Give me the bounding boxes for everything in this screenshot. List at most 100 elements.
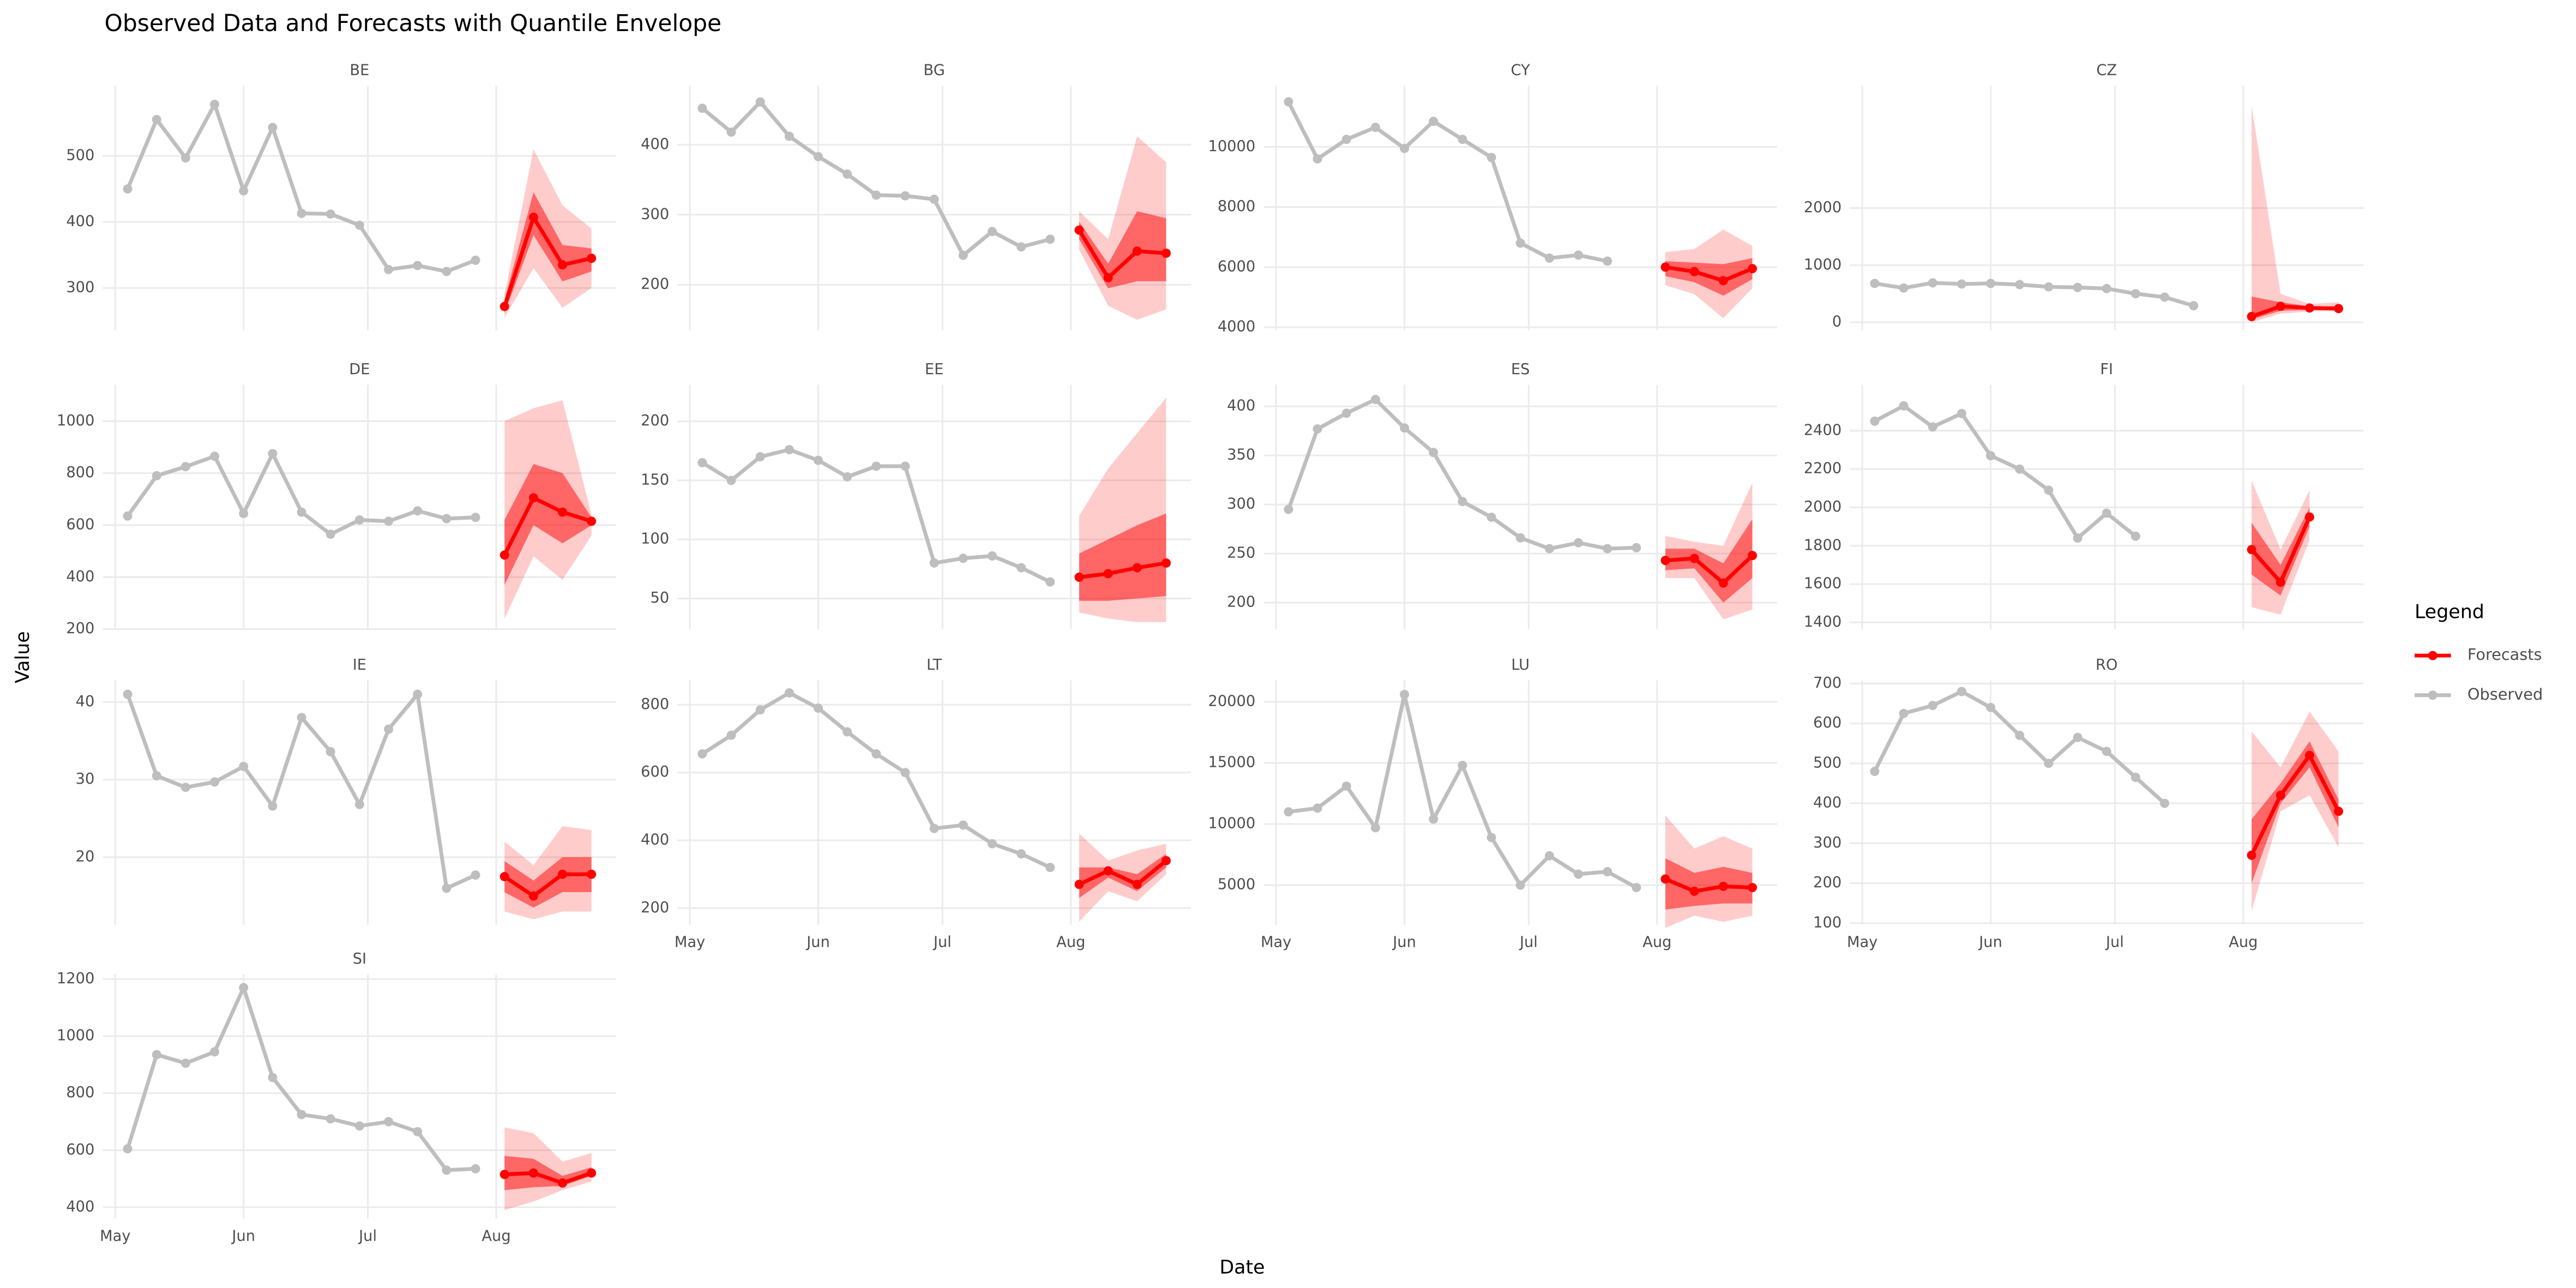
forecast-line <box>1078 859 1167 887</box>
forecast-point <box>2334 806 2344 816</box>
inner-envelope <box>1665 519 1753 603</box>
observed-point <box>900 768 910 778</box>
y-tick-label: 400 <box>66 568 94 585</box>
observed-point <box>1957 408 1966 418</box>
inner-envelope <box>504 192 592 314</box>
y-tick-label: 800 <box>66 464 94 481</box>
observed-point <box>1870 416 1880 426</box>
y-axis-label: Value <box>12 631 34 683</box>
y-tick-label: 600 <box>641 763 669 780</box>
y-tick-label: 1400 <box>1804 613 1841 630</box>
forecast-point <box>1132 880 1142 889</box>
forecast-line <box>504 1171 592 1185</box>
observed-point <box>2044 485 2054 495</box>
forecast-point <box>1718 578 1728 588</box>
observed-point <box>2015 280 2025 290</box>
y-tick-label: 300 <box>641 206 669 222</box>
inner-envelope <box>504 464 592 585</box>
observed-point <box>814 455 823 465</box>
forecast-point <box>1660 874 1670 884</box>
observed-point <box>268 801 278 811</box>
observed-point <box>1899 283 1909 293</box>
panel-title: CZ <box>2096 62 2117 79</box>
legend-label: Forecasts <box>2467 645 2542 664</box>
observed-point <box>958 820 968 830</box>
observed-point <box>1574 250 1584 260</box>
y-tick-label: 350 <box>1227 447 1255 464</box>
y-tick-label: 300 <box>66 279 94 296</box>
y-tick-label: 8000 <box>1218 198 1255 215</box>
observed-point <box>1429 814 1439 824</box>
observed-point <box>784 445 794 455</box>
observed-point <box>210 452 220 461</box>
observed-point <box>180 783 190 792</box>
observed-point <box>755 97 765 107</box>
observed-point <box>1899 708 1909 718</box>
observed-point <box>210 1047 220 1057</box>
forecast-line <box>503 496 592 556</box>
observed-line <box>701 100 1051 257</box>
observed-point <box>354 515 364 525</box>
observed-point <box>1486 153 1496 162</box>
observed-point <box>152 115 161 124</box>
panel-title: ES <box>1511 361 1530 378</box>
y-tick-label: 200 <box>1227 594 1255 611</box>
observed-point <box>1313 154 1322 164</box>
forecast-point <box>1689 267 1699 276</box>
x-tick-label: Jun <box>231 1228 255 1245</box>
observed-point <box>354 1121 364 1131</box>
forecast-point <box>499 872 509 882</box>
legend-swatch <box>2428 690 2437 700</box>
observed-point <box>268 449 278 459</box>
observed-point <box>988 551 997 561</box>
forecast-point <box>558 507 568 517</box>
panel-title: LT <box>926 657 942 673</box>
forecast-point <box>587 1168 597 1178</box>
forecast-point <box>587 869 597 879</box>
observed-line <box>125 692 477 890</box>
panel-title: RO <box>2096 657 2117 673</box>
y-tick-label: 1000 <box>1804 256 1841 273</box>
observed-point <box>2189 301 2199 311</box>
observed-point <box>842 727 852 737</box>
x-tick-label: Aug <box>2229 934 2258 951</box>
observed-point <box>297 208 306 218</box>
observed-point <box>2130 773 2140 783</box>
x-tick-label: Jul <box>2105 934 2124 951</box>
observed-point <box>1928 422 1937 432</box>
observed-point <box>929 558 939 568</box>
observed-point <box>1429 117 1439 126</box>
observed-point <box>123 511 133 521</box>
observed-point <box>900 461 910 471</box>
y-tick-label: 10000 <box>1208 138 1256 155</box>
y-tick-label: 200 <box>1813 874 1841 891</box>
observed-point <box>726 476 736 485</box>
observed-point <box>1986 702 1996 712</box>
forecast-point <box>528 493 538 503</box>
y-tick-label: 150 <box>641 471 669 488</box>
observed-point <box>210 99 220 109</box>
forecast-point <box>1074 573 1084 582</box>
observed-point <box>784 131 794 141</box>
y-tick-label: 4000 <box>1218 318 1255 335</box>
inner-envelope <box>1079 513 1166 601</box>
y-tick-label: 400 <box>641 832 669 848</box>
observed-point <box>2130 289 2140 299</box>
observed-point <box>1544 544 1554 553</box>
observed-point <box>239 983 249 992</box>
forecast-point <box>1103 866 1113 876</box>
observed-point <box>326 529 335 539</box>
observed-point <box>384 516 394 526</box>
forecast-point <box>1074 880 1084 889</box>
observed-point <box>697 458 707 467</box>
panel-title: BG <box>924 62 945 79</box>
forecast-point <box>2276 302 2285 311</box>
observed-point <box>413 689 423 699</box>
observed-point <box>268 1073 278 1082</box>
forecast-point <box>1132 563 1142 573</box>
panel-title: DE <box>349 361 370 378</box>
observed-point <box>929 823 939 833</box>
observed-point <box>871 190 881 200</box>
observed-point <box>988 227 997 237</box>
observed-line <box>1873 689 2166 805</box>
